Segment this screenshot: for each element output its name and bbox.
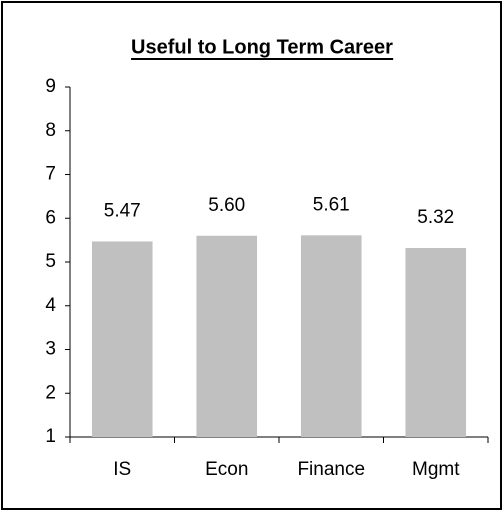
y-tick-label: 4 (45, 295, 56, 316)
x-tick-label: Finance (297, 459, 365, 480)
bar (405, 248, 467, 437)
y-tick-label: 3 (45, 339, 56, 360)
y-tick-label: 7 (45, 164, 56, 185)
value-label: 5.60 (208, 195, 245, 216)
value-label: 5.47 (104, 200, 141, 221)
x-tick-label: IS (113, 459, 131, 480)
value-label: 5.61 (313, 194, 350, 215)
y-tick-label: 1 (45, 426, 56, 447)
y-tick-label: 2 (45, 382, 56, 403)
x-tick-label: Mgmt (412, 459, 460, 480)
y-tick-label: 8 (45, 120, 56, 141)
chart-title: Useful to Long Term Career (131, 36, 393, 58)
y-tick-label: 9 (45, 76, 56, 97)
bar (196, 235, 258, 437)
value-label: 5.32 (417, 207, 454, 228)
y-tick-label: 6 (45, 207, 56, 228)
bar (91, 241, 153, 437)
bar (300, 235, 362, 437)
y-tick-label: 5 (45, 251, 56, 272)
x-tick-label: Econ (205, 459, 248, 480)
